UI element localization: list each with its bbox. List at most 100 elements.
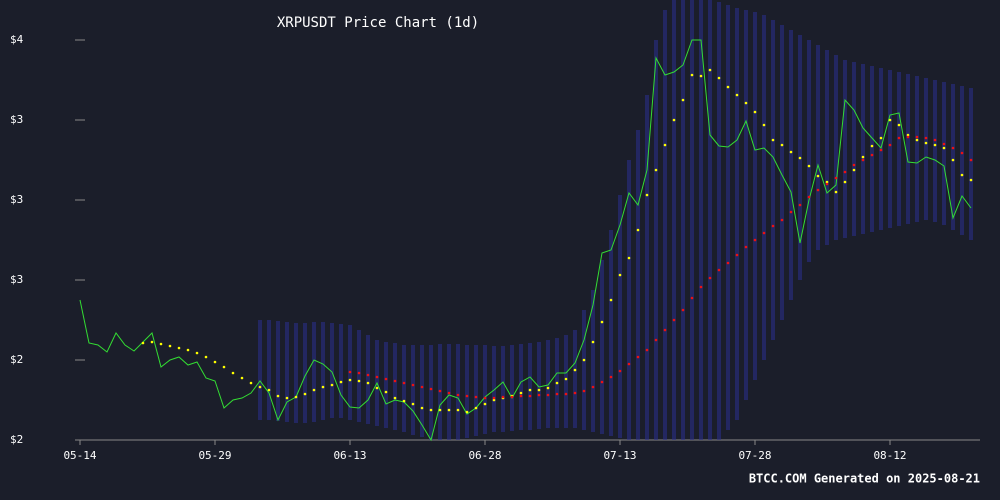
average-dot — [807, 164, 811, 168]
average-dot — [501, 395, 505, 399]
average-dot — [546, 386, 550, 390]
average-dot — [573, 368, 577, 372]
average-dot — [690, 296, 694, 300]
average-dot — [663, 328, 667, 332]
footer: BTCC.COM Generated on 2025-08-21 — [749, 472, 980, 486]
average-dot — [825, 182, 829, 186]
average-dot — [492, 398, 496, 402]
average-dot — [465, 394, 469, 398]
average-dot — [879, 148, 883, 152]
average-dot — [735, 93, 739, 97]
y-tick-label: $2 — [10, 353, 23, 366]
average-dot — [771, 224, 775, 228]
average-dot — [375, 386, 379, 390]
average-dot — [303, 392, 307, 396]
average-dot — [582, 389, 586, 393]
average-dot — [636, 355, 640, 359]
average-dot — [780, 218, 784, 222]
average-dot — [888, 143, 892, 147]
average-dot — [402, 399, 406, 403]
average-dot — [294, 395, 298, 399]
average-dot — [339, 380, 343, 384]
average-dot — [384, 390, 388, 394]
average-dot — [933, 138, 937, 142]
average-dot — [618, 273, 622, 277]
average-dot — [168, 344, 172, 348]
average-dot — [780, 143, 784, 147]
average-dot — [672, 318, 676, 322]
average-dot — [177, 346, 181, 350]
average-dot — [150, 340, 154, 344]
average-dot — [843, 180, 847, 184]
average-dot — [942, 142, 946, 146]
average-dot — [861, 158, 865, 162]
average-dot — [951, 146, 955, 150]
average-dot — [699, 74, 703, 78]
average-dot — [744, 101, 748, 105]
average-dot — [753, 238, 757, 242]
average-dot — [843, 170, 847, 174]
average-dot — [411, 383, 415, 387]
average-dot — [762, 231, 766, 235]
average-dot — [870, 144, 874, 148]
average-dot — [456, 408, 460, 412]
average-dot — [969, 178, 973, 182]
average-dot — [375, 375, 379, 379]
average-dot — [870, 153, 874, 157]
average-dot — [825, 180, 829, 184]
average-dot — [663, 143, 667, 147]
average-dot — [141, 341, 145, 345]
average-dot — [573, 391, 577, 395]
average-dot — [555, 392, 559, 396]
y-tick-label: $3 — [10, 113, 23, 126]
average-dot — [357, 371, 361, 375]
average-dot — [159, 342, 163, 346]
average-dot — [672, 118, 676, 122]
average-dot — [726, 261, 730, 265]
average-dot — [420, 406, 424, 410]
chart-title: XRPUSDT Price Chart (1d) — [277, 15, 479, 31]
average-dot — [519, 394, 523, 398]
average-dot — [789, 210, 793, 214]
average-dot — [447, 391, 451, 395]
average-dot — [348, 370, 352, 374]
average-dot — [249, 381, 253, 385]
average-dot — [600, 380, 604, 384]
average-dot — [834, 176, 838, 180]
average-dot — [204, 355, 208, 359]
average-dot — [888, 118, 892, 122]
average-dot — [186, 348, 190, 352]
average-dot — [591, 385, 595, 389]
average-dot — [330, 383, 334, 387]
average-dot — [537, 393, 541, 397]
average-dot — [915, 135, 919, 139]
average-dot — [474, 395, 478, 399]
average-dot — [798, 156, 802, 160]
x-tick-label: 07-13 — [603, 449, 636, 462]
average-dot — [735, 253, 739, 257]
average-dot — [861, 155, 865, 159]
average-dot — [483, 402, 487, 406]
average-dot — [438, 389, 442, 393]
average-dot — [744, 245, 748, 249]
average-dot — [357, 379, 361, 383]
average-dot — [384, 377, 388, 381]
average-dot — [798, 203, 802, 207]
average-dot — [897, 123, 901, 127]
average-dot — [465, 410, 469, 414]
average-dot — [321, 385, 325, 389]
average-dot — [564, 377, 568, 381]
average-dot — [762, 123, 766, 127]
average-dot — [969, 158, 973, 162]
average-dot — [717, 268, 721, 272]
average-dot — [510, 395, 514, 399]
average-dot — [645, 348, 649, 352]
average-dot — [654, 168, 658, 172]
average-dot — [366, 381, 370, 385]
x-tick-label: 05-29 — [198, 449, 231, 462]
average-dot — [708, 276, 712, 280]
x-tick-label: 05-14 — [63, 449, 96, 462]
average-dot — [420, 385, 424, 389]
x-tick-label: 06-28 — [468, 449, 501, 462]
